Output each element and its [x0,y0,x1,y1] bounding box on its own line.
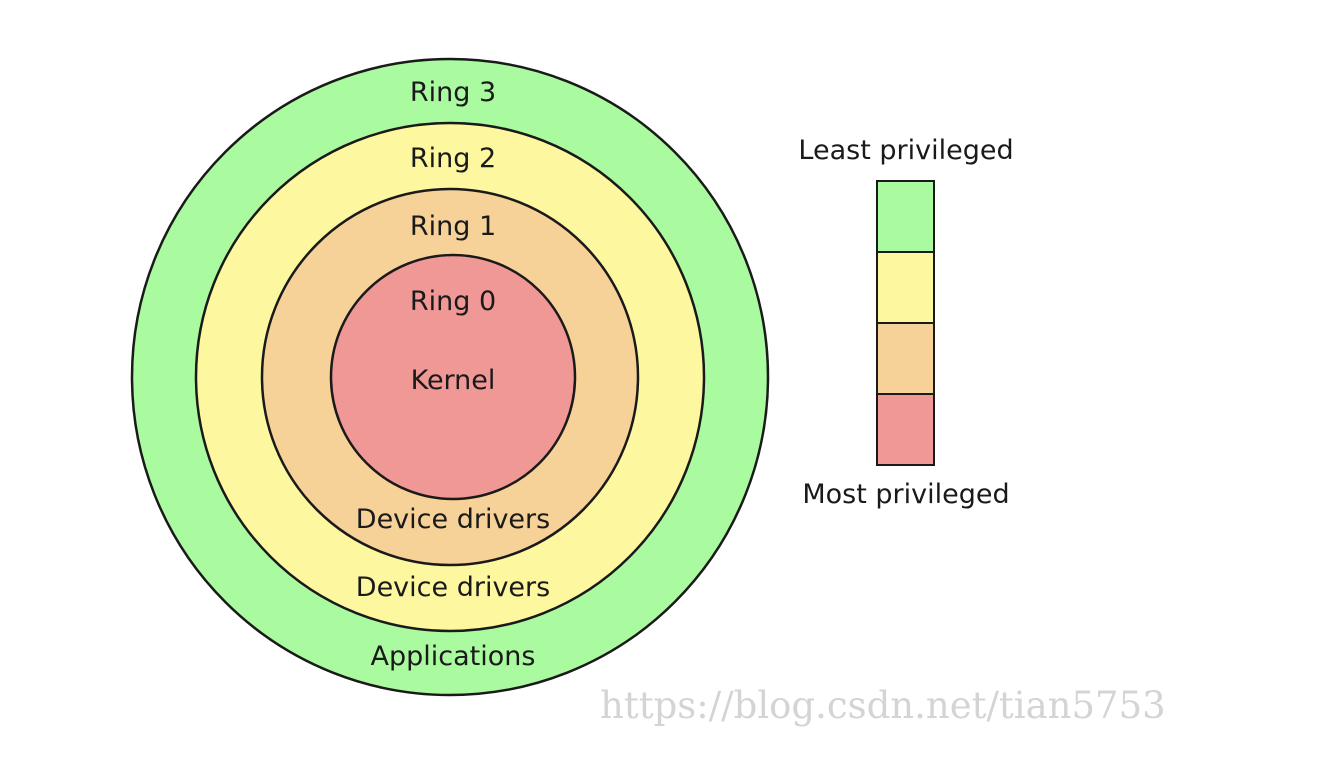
legend-swatch-ring-2 [876,251,935,324]
ring-labels: Ring 3 Ring 2 Ring 1 Ring 0 Kernel Devic… [356,77,550,672]
ring-3-label: Ring 3 [410,77,496,108]
watermark-text: https://blog.csdn.net/tian5753 [600,684,1166,727]
applications-label: Applications [371,641,536,672]
ring-0-label: Ring 0 [410,286,496,317]
ring-1-bottom-label: Device drivers [356,504,550,535]
ring-2-label: Ring 2 [410,143,496,174]
kernel-label: Kernel [411,365,496,396]
legend-top-label: Least privileged [798,135,1013,166]
ring-1-label: Ring 1 [410,211,496,242]
privilege-legend: Least privileged Most privileged [798,135,1013,510]
legend-swatch-ring-3 [876,180,935,253]
legend-swatch-ring-1 [876,322,935,395]
legend-swatch-ring-0 [876,393,935,466]
ring-0-circle [329,253,577,501]
legend-bottom-label: Most privileged [802,479,1009,510]
rings-group [130,57,770,697]
ring-2-bottom-label: Device drivers [356,572,550,603]
